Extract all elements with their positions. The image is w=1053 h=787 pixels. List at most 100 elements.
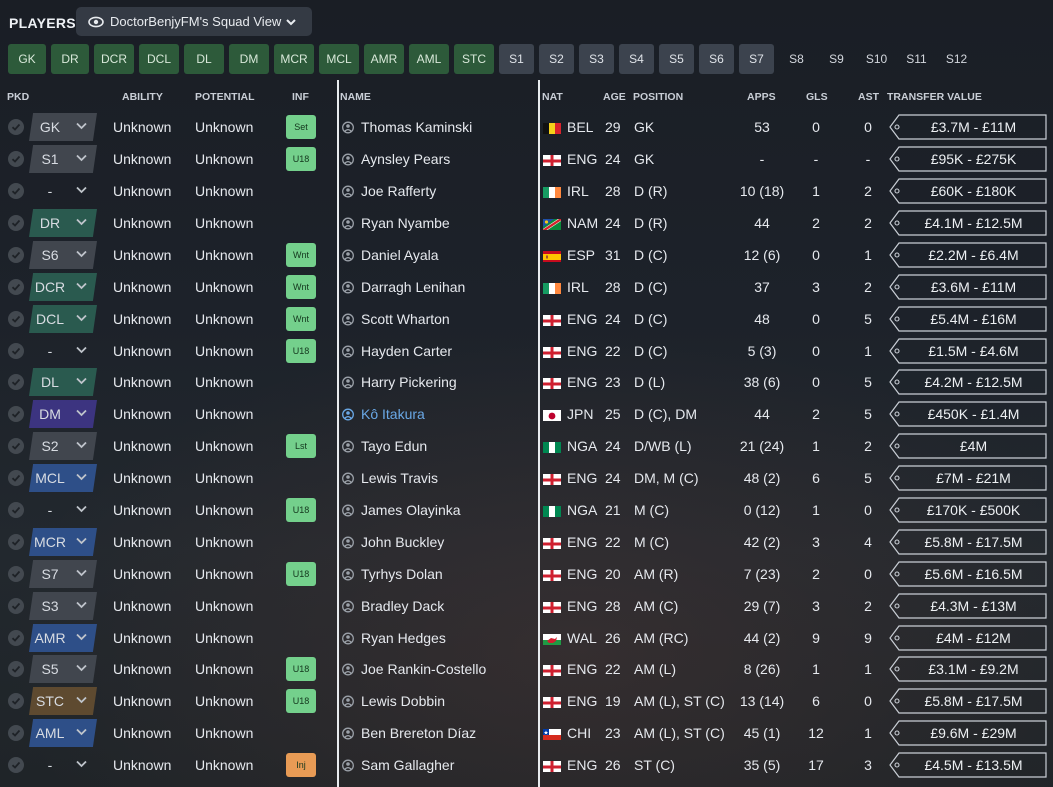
check-icon[interactable] bbox=[8, 630, 24, 646]
check-icon[interactable] bbox=[8, 598, 24, 614]
player-name[interactable]: John Buckley bbox=[361, 534, 445, 550]
pkd-selector[interactable]: MCR bbox=[29, 528, 97, 556]
player-name[interactable]: Ryan Nyambe bbox=[361, 215, 450, 231]
check-icon[interactable] bbox=[8, 757, 24, 773]
transfer-value-tag[interactable]: £9.6M - £29M bbox=[889, 720, 1048, 746]
tab-stc[interactable]: STC bbox=[454, 44, 494, 74]
tab-dcr[interactable]: DCR bbox=[94, 44, 134, 74]
table-row[interactable]: S1 Unknown Unknown U18 Aynsley Pears ENG… bbox=[0, 144, 1053, 175]
player-name[interactable]: Darragh Lenihan bbox=[361, 279, 466, 295]
pkd-selector[interactable]: - bbox=[29, 751, 97, 779]
transfer-value-tag[interactable]: £2.2M - £6.4M bbox=[889, 242, 1048, 268]
table-row[interactable]: STC Unknown Unknown U18 Lewis Dobbin ENG… bbox=[0, 686, 1053, 717]
transfer-value-tag[interactable]: £5.8M - £17.5M bbox=[889, 529, 1048, 555]
tab-amr[interactable]: AMR bbox=[364, 44, 404, 74]
player-name[interactable]: Thomas Kaminski bbox=[361, 119, 473, 135]
pkd-selector[interactable]: - bbox=[29, 177, 97, 205]
tab-s8[interactable]: S8 bbox=[789, 52, 804, 66]
col-transfer-value[interactable]: TRANSFER VALUE bbox=[887, 91, 982, 103]
table-row[interactable]: - Unknown Unknown Inj Sam Gallagher ENG … bbox=[0, 750, 1053, 781]
transfer-value-tag[interactable]: £1.5M - £4.6M bbox=[889, 338, 1048, 364]
pkd-selector[interactable]: DL bbox=[29, 368, 97, 396]
tab-s11[interactable]: S11 bbox=[906, 52, 927, 66]
col-ability[interactable]: ABILITY bbox=[122, 91, 163, 103]
tab-s4[interactable]: S4 bbox=[619, 44, 654, 74]
player-name[interactable]: Ben Brereton Díaz bbox=[361, 725, 477, 741]
transfer-value-tag[interactable]: £7M - £21M bbox=[889, 465, 1048, 491]
check-icon[interactable] bbox=[8, 279, 24, 295]
table-row[interactable]: S3 Unknown Unknown Bradley Dack ENG 28 A… bbox=[0, 591, 1053, 622]
col-position[interactable]: POSITION bbox=[633, 91, 684, 103]
col-inf[interactable]: INF bbox=[292, 91, 309, 103]
check-icon[interactable] bbox=[8, 374, 24, 390]
check-icon[interactable] bbox=[8, 119, 24, 135]
player-name[interactable]: Tyrhys Dolan bbox=[361, 566, 443, 582]
tab-dm[interactable]: DM bbox=[229, 44, 269, 74]
player-name[interactable]: James Olayinka bbox=[361, 502, 461, 518]
table-row[interactable]: - Unknown Unknown U18 James Olayinka NGA… bbox=[0, 495, 1053, 526]
check-icon[interactable] bbox=[8, 725, 24, 741]
tab-s2[interactable]: S2 bbox=[539, 44, 574, 74]
transfer-value-tag[interactable]: £4.3M - £13M bbox=[889, 593, 1048, 619]
tab-s10[interactable]: S10 bbox=[865, 52, 888, 66]
transfer-value-tag[interactable]: £60K - £180K bbox=[889, 178, 1048, 204]
pkd-selector[interactable]: STC bbox=[29, 687, 97, 715]
col-ast[interactable]: AST bbox=[858, 91, 879, 103]
player-name[interactable]: Joe Rankin-Costello bbox=[361, 661, 487, 677]
transfer-value-tag[interactable]: £4M bbox=[889, 433, 1048, 459]
check-icon[interactable] bbox=[8, 151, 24, 167]
view-selector[interactable]: DoctorBenjyFM's Squad View bbox=[76, 7, 312, 36]
table-row[interactable]: S5 Unknown Unknown U18 Joe Rankin-Costel… bbox=[0, 654, 1053, 685]
col-age[interactable]: AGE bbox=[603, 91, 626, 103]
table-row[interactable]: AML Unknown Unknown Ben Brereton Díaz CH… bbox=[0, 718, 1053, 749]
check-icon[interactable] bbox=[8, 661, 24, 677]
transfer-value-tag[interactable]: £3.6M - £11M bbox=[889, 274, 1048, 300]
transfer-value-tag[interactable]: £3.1M - £9.2M bbox=[889, 656, 1048, 682]
col-nat[interactable]: NAT bbox=[542, 91, 563, 103]
table-row[interactable]: MCL Unknown Unknown Lewis Travis ENG 24 … bbox=[0, 463, 1053, 494]
player-name[interactable]: Daniel Ayala bbox=[361, 247, 439, 263]
pkd-selector[interactable]: GK bbox=[29, 113, 97, 141]
player-name[interactable]: Joe Rafferty bbox=[361, 183, 437, 199]
col-potential[interactable]: POTENTIAL bbox=[195, 91, 255, 103]
transfer-value-tag[interactable]: £95K - £275K bbox=[889, 146, 1048, 172]
tab-dl[interactable]: DL bbox=[184, 44, 224, 74]
check-icon[interactable] bbox=[8, 438, 24, 454]
tab-dcl[interactable]: DCL bbox=[139, 44, 179, 74]
player-name[interactable]: Hayden Carter bbox=[361, 343, 453, 359]
tab-mcl[interactable]: MCL bbox=[319, 44, 359, 74]
check-icon[interactable] bbox=[8, 311, 24, 327]
transfer-value-tag[interactable]: £4.5M - £13.5M bbox=[889, 752, 1048, 778]
table-row[interactable]: AMR Unknown Unknown Ryan Hedges WAL 26 A… bbox=[0, 623, 1053, 654]
check-icon[interactable] bbox=[8, 693, 24, 709]
pkd-selector[interactable]: AMR bbox=[29, 624, 97, 652]
player-name[interactable]: Aynsley Pears bbox=[361, 151, 451, 167]
check-icon[interactable] bbox=[8, 566, 24, 582]
transfer-value-tag[interactable]: £170K - £500K bbox=[889, 497, 1048, 523]
col-name[interactable]: NAME bbox=[340, 91, 371, 103]
table-row[interactable]: - Unknown Unknown Joe Rafferty IRL 28 D … bbox=[0, 176, 1053, 207]
pkd-selector[interactable]: S5 bbox=[29, 655, 97, 683]
pkd-selector[interactable]: - bbox=[29, 496, 97, 524]
pkd-selector[interactable]: DR bbox=[29, 209, 97, 237]
pkd-selector[interactable]: S2 bbox=[29, 432, 97, 460]
pkd-selector[interactable]: DM bbox=[29, 400, 97, 428]
player-name[interactable]: Lewis Dobbin bbox=[361, 693, 446, 709]
check-icon[interactable] bbox=[8, 502, 24, 518]
pkd-selector[interactable]: DCL bbox=[29, 305, 97, 333]
col-gls[interactable]: GLS bbox=[806, 91, 828, 103]
player-name[interactable]: Kô Itakura bbox=[361, 406, 425, 422]
tab-s6[interactable]: S6 bbox=[699, 44, 734, 74]
transfer-value-tag[interactable]: £5.6M - £16.5M bbox=[889, 561, 1048, 587]
player-name[interactable]: Lewis Travis bbox=[361, 470, 439, 486]
transfer-value-tag[interactable]: £450K - £1.4M bbox=[889, 401, 1048, 427]
tab-s12[interactable]: S12 bbox=[945, 52, 968, 66]
player-name[interactable]: Bradley Dack bbox=[361, 598, 445, 614]
check-icon[interactable] bbox=[8, 247, 24, 263]
col-apps[interactable]: APPS bbox=[747, 91, 776, 103]
pkd-selector[interactable]: DCR bbox=[29, 273, 97, 301]
tab-s3[interactable]: S3 bbox=[579, 44, 614, 74]
transfer-value-tag[interactable]: £5.4M - £16M bbox=[889, 306, 1048, 332]
pkd-selector[interactable]: S6 bbox=[29, 241, 97, 269]
transfer-value-tag[interactable]: £4.1M - £12.5M bbox=[889, 210, 1048, 236]
